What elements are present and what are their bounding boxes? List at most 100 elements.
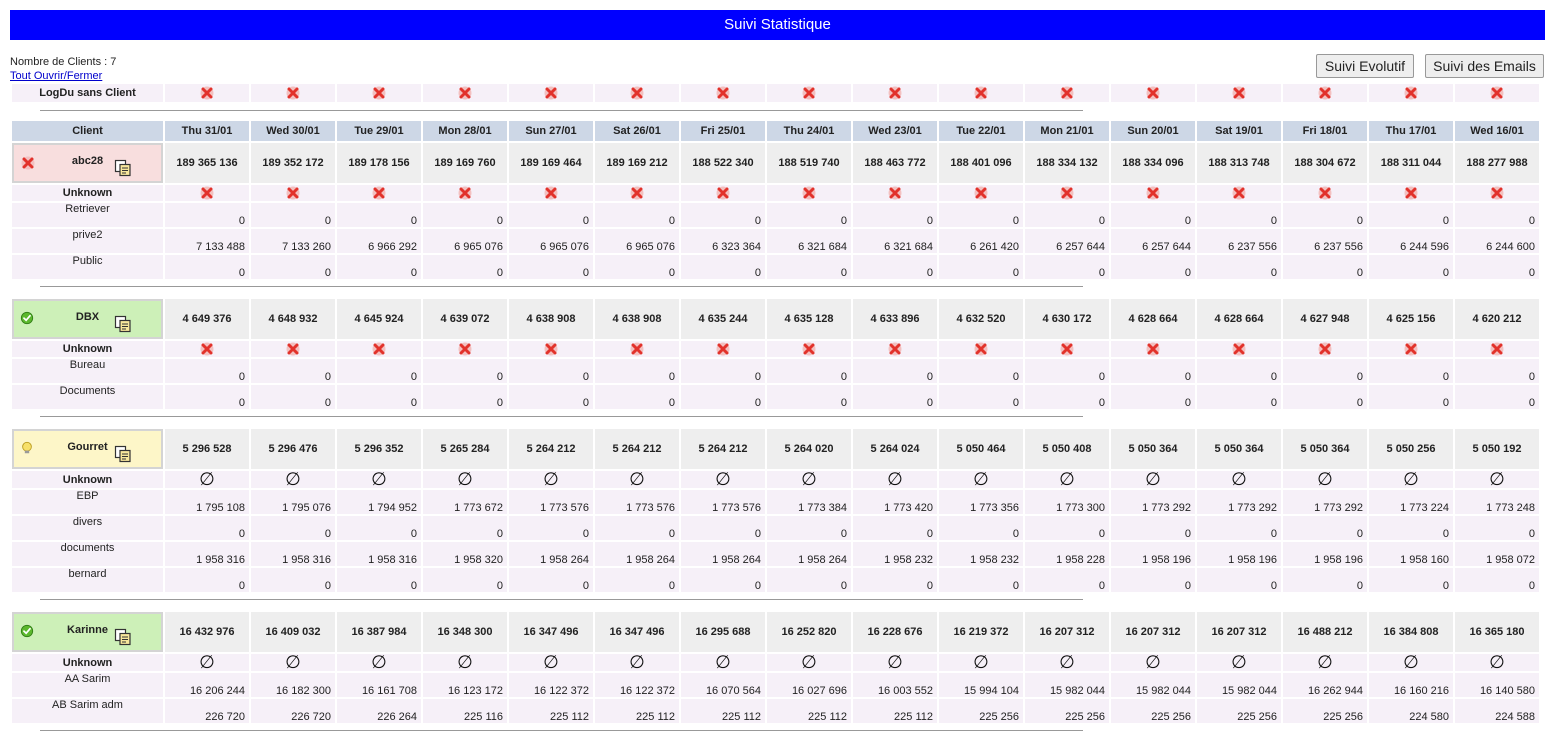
subfolder-value-cell: 0	[1283, 255, 1367, 279]
unknown-cell: ∅	[1111, 653, 1195, 671]
red-x-icon	[629, 341, 645, 357]
client-name[interactable]: DBX	[75, 311, 100, 323]
subfolder-name: prive2	[12, 229, 163, 253]
copy-report-icon[interactable]	[114, 445, 132, 466]
client-cell[interactable]: DBX	[12, 299, 163, 339]
unknown-cell	[767, 185, 851, 201]
empty-set-icon: ∅	[543, 652, 559, 672]
toggle-all-link[interactable]: Tout Ouvrir/Fermer	[10, 70, 103, 82]
subfolder-value-cell: 0	[853, 568, 937, 592]
subfolder-value-cell: 0	[337, 255, 421, 279]
date-column-header: Tue 22/01	[939, 121, 1023, 141]
green-check-icon[interactable]	[20, 624, 34, 641]
subfolder-value-cell: 16 122 372	[509, 673, 593, 697]
client-name[interactable]: abc28	[71, 155, 104, 167]
red-x-icon	[1317, 341, 1333, 357]
empty-set-icon: ∅	[1489, 469, 1505, 489]
empty-set-icon: ∅	[457, 469, 473, 489]
client-name[interactable]: Karinne	[67, 624, 108, 636]
subfolder-value-cell: 0	[509, 359, 593, 383]
empty-set-icon: ∅	[887, 652, 903, 672]
client-total-cell: 5 296 476	[251, 429, 335, 469]
subfolder-row: Documents 0 0 0 0 0 0 0 0 0 0 0 0 0 0 0 0	[12, 385, 1539, 409]
client-total-cell: 5 264 212	[509, 429, 593, 469]
unknown-cell: ∅	[1369, 470, 1453, 488]
client-total-cell: 188 463 772	[853, 143, 937, 183]
date-column-header: Wed 16/01	[1455, 121, 1539, 141]
subfolder-value-cell: 6 257 644	[1025, 229, 1109, 253]
subfolder-value-cell: 1 958 196	[1111, 542, 1195, 566]
copy-report-icon[interactable]	[114, 159, 132, 180]
logdu-table: LogDu sans Client	[10, 82, 1541, 104]
copy-report-icon[interactable]	[114, 315, 132, 336]
empty-set-icon: ∅	[1317, 652, 1333, 672]
subfolder-value-cell: 0	[165, 385, 249, 409]
green-check-icon[interactable]	[20, 311, 34, 328]
client-cell[interactable]: Karinne	[12, 612, 163, 652]
logdu-cell	[337, 84, 421, 102]
subfolder-value-cell: 1 958 264	[595, 542, 679, 566]
subfolder-value-cell: 1 773 576	[681, 490, 765, 514]
subfolder-value-cell: 1 773 420	[853, 490, 937, 514]
subfolder-value-cell: 0	[939, 385, 1023, 409]
client-cell[interactable]: abc28	[12, 143, 163, 183]
date-column-header: Sat 26/01	[595, 121, 679, 141]
subfolder-value-cell: 0	[1283, 516, 1367, 540]
subfolder-value-cell: 0	[423, 203, 507, 227]
client-total-cell: 5 050 256	[1369, 429, 1453, 469]
subfolder-value-cell: 0	[1283, 568, 1367, 592]
client-total-cell: 4 638 908	[595, 299, 679, 339]
empty-set-icon: ∅	[801, 469, 817, 489]
subfolder-value-cell: 0	[853, 203, 937, 227]
subfolder-value-cell: 1 958 228	[1025, 542, 1109, 566]
suivi-evolutif-button[interactable]: Suivi Evolutif	[1316, 54, 1414, 78]
subfolder-value-cell: 0	[509, 255, 593, 279]
subfolder-name: bernard	[12, 568, 163, 592]
date-column-header: Wed 30/01	[251, 121, 335, 141]
lightbulb-icon[interactable]	[20, 441, 34, 458]
red-x-icon	[1403, 341, 1419, 357]
page-title: Suivi Statistique	[724, 16, 831, 33]
divider-row	[12, 594, 1539, 610]
subfolder-value-cell: 16 182 300	[251, 673, 335, 697]
subfolder-value-cell: 0	[1111, 385, 1195, 409]
client-cell[interactable]: Gourret	[12, 429, 163, 469]
red-x-icon	[1145, 185, 1161, 201]
subfolder-value-cell: 0	[1455, 359, 1539, 383]
date-column-header: Thu 31/01	[165, 121, 249, 141]
subfolder-value-cell: 0	[767, 203, 851, 227]
client-total-cell: 5 264 020	[767, 429, 851, 469]
subfolder-value-cell: 0	[1197, 516, 1281, 540]
unknown-cell	[1197, 185, 1281, 201]
unknown-cell: ∅	[165, 470, 249, 488]
subfolder-value-cell: 224 588	[1455, 699, 1539, 723]
empty-set-icon: ∅	[1145, 469, 1161, 489]
client-total-cell: 4 648 932	[251, 299, 335, 339]
red-x-icon[interactable]	[20, 155, 36, 174]
client-total-cell: 4 638 908	[509, 299, 593, 339]
suivi-emails-button[interactable]: Suivi des Emails	[1425, 54, 1544, 78]
client-total-cell: 5 050 408	[1025, 429, 1109, 469]
red-x-icon	[629, 85, 645, 101]
subfolder-value-cell: 0	[1025, 359, 1109, 383]
subfolder-value-cell: 16 160 216	[1369, 673, 1453, 697]
logdu-cell	[681, 84, 765, 102]
client-name[interactable]: Gourret	[67, 441, 108, 453]
subfolder-value-cell: 226 720	[251, 699, 335, 723]
unknown-cell: ∅	[681, 470, 765, 488]
subfolder-value-cell: 0	[1283, 385, 1367, 409]
client-total-cell: 16 219 372	[939, 612, 1023, 652]
unknown-cell: ∅	[681, 653, 765, 671]
unknown-cell: ∅	[767, 469, 851, 489]
empty-set-icon: ∅	[199, 652, 215, 672]
subfolder-value-cell: 6 257 644	[1111, 229, 1195, 253]
unknown-cell	[1111, 185, 1195, 201]
logdu-cell	[767, 84, 851, 102]
empty-set-icon: ∅	[1317, 469, 1333, 489]
unknown-cell: ∅	[1369, 653, 1453, 671]
divider-cell	[12, 725, 1539, 741]
unknown-cell	[939, 185, 1023, 201]
subfolder-value-cell: 0	[939, 516, 1023, 540]
copy-report-icon[interactable]	[114, 628, 132, 649]
subfolder-value-cell: 225 256	[1197, 699, 1281, 723]
